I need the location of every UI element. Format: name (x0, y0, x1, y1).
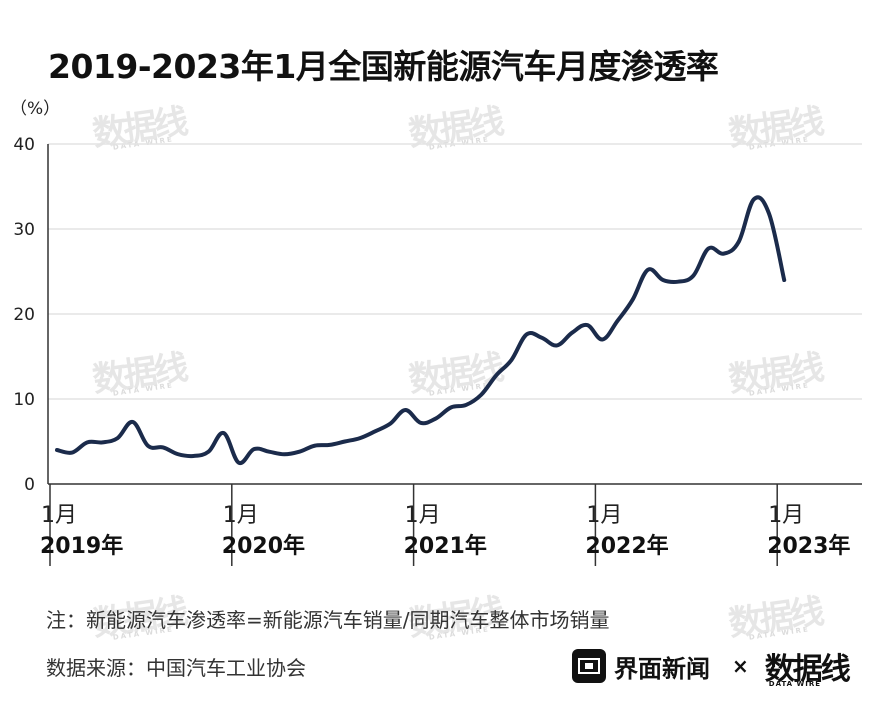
data-point (570, 331, 574, 335)
y-tick-label: 30 (13, 220, 35, 240)
data-point (540, 336, 544, 340)
data-point (55, 448, 59, 452)
y-axis-unit: （%） (10, 99, 60, 119)
data-point (691, 274, 695, 278)
data-point (206, 450, 211, 454)
data-point (252, 447, 256, 451)
data-point (328, 443, 332, 447)
line-chart: （%） 0 10 20 30 40 1月 2019年 1月 2020年 1月 2021年 1月 2022年… (10, 99, 862, 566)
data-point (146, 444, 150, 448)
brand-name: 界面新闻 (614, 654, 710, 683)
data-point (419, 421, 423, 425)
data-point (646, 268, 650, 272)
data-point (494, 373, 498, 377)
data-point (343, 439, 347, 444)
data-point (600, 337, 605, 342)
x-tick-month: 1月 (405, 503, 441, 528)
x-tick-month: 1月 (768, 503, 804, 528)
data-point (191, 454, 195, 458)
data-point (676, 280, 680, 284)
data-point (555, 343, 559, 348)
data-point (267, 450, 271, 454)
partner-logo: 数据线 DATA WIRE (765, 644, 855, 688)
data-point (161, 445, 165, 450)
y-tick-label: 0 (24, 475, 35, 495)
x-tick-year: 2019年 (40, 533, 123, 559)
data-point (131, 420, 135, 424)
data-point (312, 444, 317, 448)
data-point (767, 212, 771, 216)
jiemian-logo-icon (572, 649, 606, 683)
partner-subtitle: DATA WIRE (768, 680, 822, 688)
data-point (403, 408, 408, 412)
data-point (297, 450, 301, 454)
data-point (737, 240, 741, 244)
data-point (479, 393, 483, 397)
data-point (661, 278, 665, 282)
data-point (176, 452, 180, 456)
data-point (449, 405, 453, 410)
partner-name: 数据线 (764, 652, 851, 687)
data-point (116, 436, 120, 440)
data-point (373, 429, 377, 433)
x-tick-year: 2021年 (404, 533, 487, 559)
data-point (631, 297, 635, 302)
brand-separator: × (732, 654, 749, 678)
data-point (222, 431, 226, 435)
x-tick-month: 1月 (41, 503, 77, 528)
data-point (358, 436, 362, 440)
data-point (388, 422, 392, 426)
data-point (525, 332, 529, 336)
data-point (509, 358, 514, 362)
data-point (615, 319, 620, 323)
y-tick-label: 40 (13, 135, 35, 155)
data-point (282, 452, 286, 456)
data-point (706, 246, 711, 251)
data-point (722, 252, 726, 256)
data-point (782, 278, 786, 282)
data-source: 数据来源：中国汽车工业协会 (46, 656, 306, 680)
chart-note: 注：新能源汽车渗透率=新能源汽车销量/同期汽车整体市场销量 (46, 608, 610, 632)
chart-title: 2019-2023年1月全国新能源汽车月度渗透率 (48, 47, 719, 86)
data-point (70, 450, 74, 455)
data-point (434, 416, 438, 421)
x-tick-year: 2020年 (222, 533, 305, 559)
x-tick-month: 1月 (586, 503, 622, 528)
data-point (585, 323, 589, 327)
data-point (100, 440, 105, 444)
y-tick-label: 20 (13, 305, 35, 325)
data-point (85, 440, 89, 444)
y-tick-label: 10 (13, 390, 35, 410)
brand-footer: 界面新闻 × 数据线 DATA WIRE (572, 644, 855, 688)
data-point (752, 197, 756, 201)
x-tick-month: 1月 (223, 503, 259, 528)
data-point (464, 403, 468, 407)
x-tick-year: 2023年 (767, 533, 850, 559)
x-tick-year: 2022年 (585, 533, 668, 559)
data-point (237, 461, 241, 465)
